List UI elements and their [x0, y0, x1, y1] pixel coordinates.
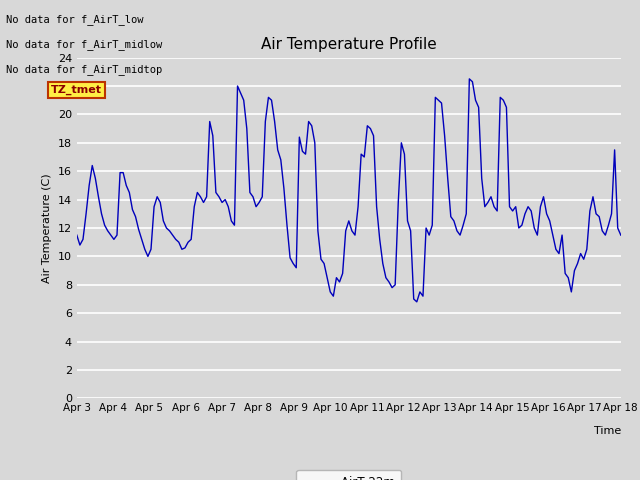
Legend: AirT 22m: AirT 22m — [296, 470, 401, 480]
Y-axis label: Air Temperature (C): Air Temperature (C) — [42, 173, 52, 283]
Text: No data for f_AirT_midtop: No data for f_AirT_midtop — [6, 64, 163, 75]
Text: TZ_tmet: TZ_tmet — [51, 84, 102, 95]
X-axis label: Time: Time — [593, 426, 621, 436]
Text: No data for f_AirT_low: No data for f_AirT_low — [6, 14, 144, 25]
Title: Air Temperature Profile: Air Temperature Profile — [261, 37, 436, 52]
Text: No data for f_AirT_midlow: No data for f_AirT_midlow — [6, 39, 163, 50]
